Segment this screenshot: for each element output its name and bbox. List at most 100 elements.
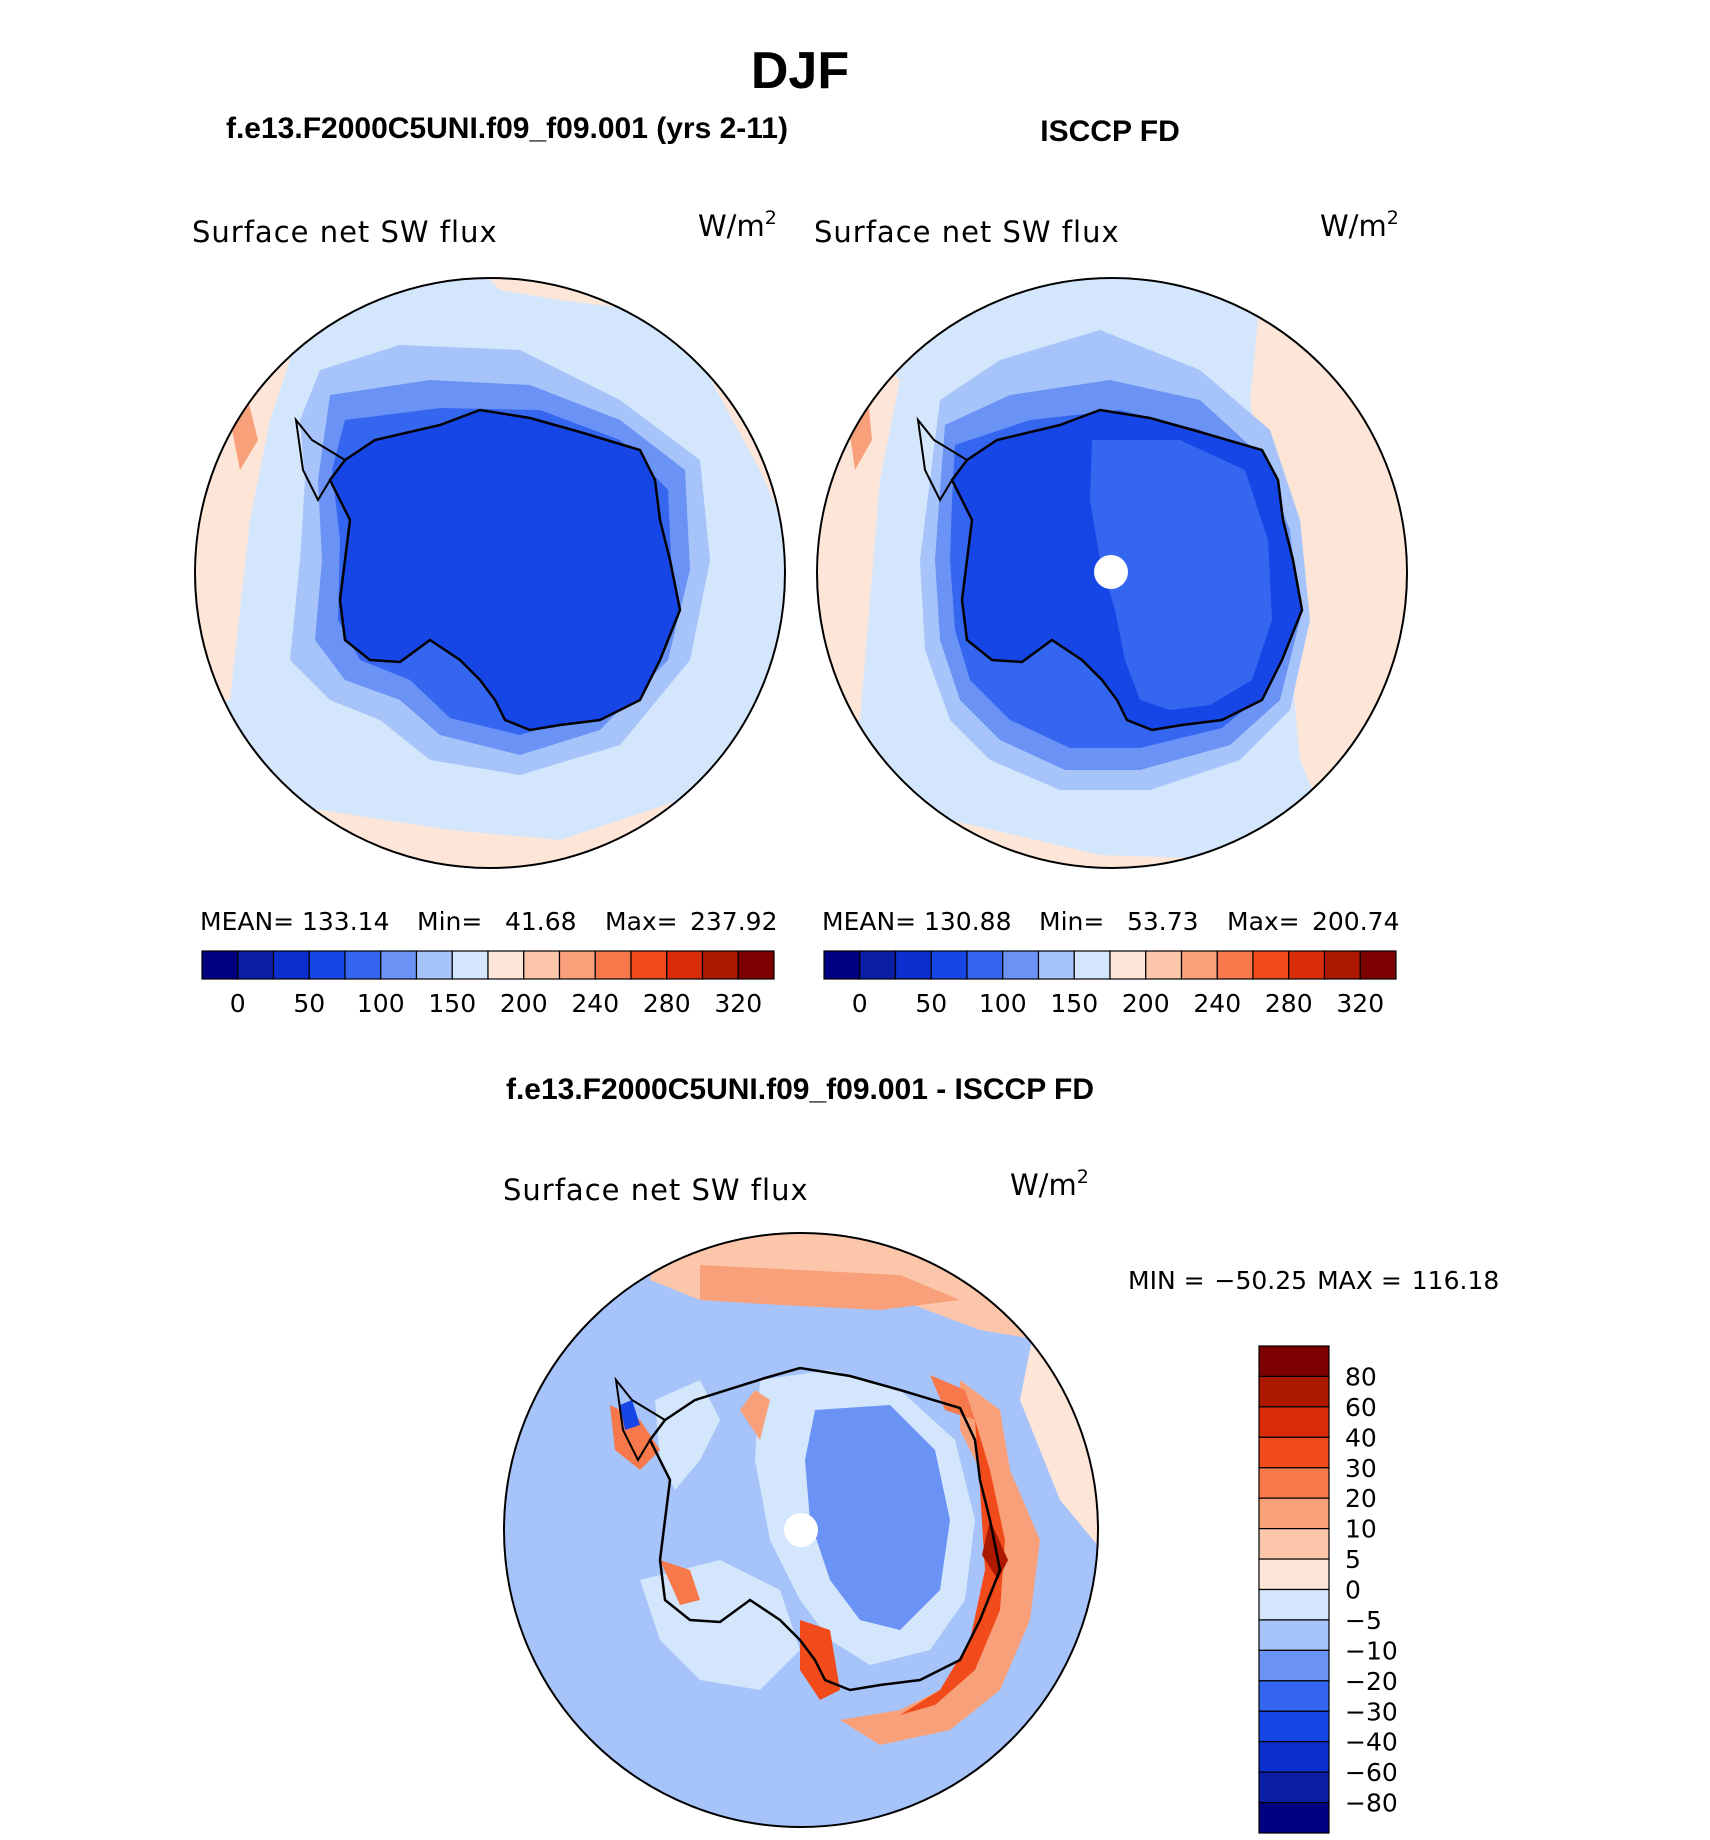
colorbar-swatch xyxy=(1359,950,1397,980)
colorbar-tick-label: 320 xyxy=(714,989,762,1018)
colorbar-tick-label: 150 xyxy=(428,989,476,1018)
coastline xyxy=(916,416,968,503)
colorbar-tick-label: 240 xyxy=(571,989,619,1018)
pole-hole xyxy=(1094,555,1128,589)
stat-mean-label: MEAN= xyxy=(822,907,916,936)
stat-min-label: Min= xyxy=(417,907,482,936)
colorbar-swatch xyxy=(666,950,704,980)
units-label: W/m2 xyxy=(1320,207,1399,243)
colorbar-swatch xyxy=(1258,1710,1330,1743)
colorbar-swatch xyxy=(344,950,382,980)
colorbar-tick-label: 100 xyxy=(979,989,1027,1018)
colorbar-tick-label: −10 xyxy=(1345,1636,1398,1665)
colorbar-tick-label: −5 xyxy=(1345,1606,1382,1635)
panel-observations: ISCCP FD Surface net SW flux W/m2 MEAN= … xyxy=(814,115,1408,1018)
colorbar-tick-label: 40 xyxy=(1345,1423,1377,1452)
page-title: DJF xyxy=(751,42,849,100)
coastline xyxy=(950,408,1304,732)
colorbar-tick-label: −40 xyxy=(1345,1728,1398,1757)
coastline xyxy=(648,1366,1002,1692)
panel-model: f.e13.F2000C5UNI.f09_f09.001 (yrs 2-11) … xyxy=(192,112,788,1018)
colorbar-swatch xyxy=(1002,950,1040,980)
case-title: f.e13.F2000C5UNI.f09_f09.001 (yrs 2-11) xyxy=(226,112,788,145)
colorbar-tick-label: −80 xyxy=(1345,1789,1398,1818)
colorbar-swatch xyxy=(1109,950,1147,980)
colorbar-tick-label: 280 xyxy=(643,989,691,1018)
colorbar-swatch xyxy=(1180,950,1218,980)
map-border xyxy=(503,1232,1099,1828)
colorbar-swatch xyxy=(859,950,897,980)
colorbar-tick-label: −60 xyxy=(1345,1758,1398,1787)
colorbar-swatch xyxy=(894,950,932,980)
colorbar-swatch xyxy=(1258,1588,1330,1621)
contour-band xyxy=(620,1400,640,1430)
panel-difference: f.e13.F2000C5UNI.f09_f09.001 - ISCCP FD … xyxy=(503,1073,1499,1834)
colorbar-swatch xyxy=(237,950,275,980)
interior-band xyxy=(1090,440,1272,710)
colorbar-swatch xyxy=(415,950,453,980)
colorbar-tick-label: 200 xyxy=(500,989,548,1018)
colorbar-swatch xyxy=(523,950,561,980)
stat-max-value: 237.92 xyxy=(690,907,777,936)
units-label: W/m2 xyxy=(698,207,777,243)
stat-min-value: 53.73 xyxy=(1127,907,1199,936)
colorbar-swatch xyxy=(1258,1375,1330,1408)
colorbar-tick-label: 50 xyxy=(915,989,947,1018)
contour-band xyxy=(660,1560,700,1605)
colorbar-swatch xyxy=(1258,1771,1330,1804)
map-border xyxy=(194,277,786,869)
colorbar-swatch xyxy=(1258,1741,1330,1773)
colorbar-tick-label: 240 xyxy=(1193,989,1241,1018)
colorbar-swatch xyxy=(1258,1436,1330,1469)
colorbar-swatch xyxy=(1258,1801,1330,1834)
colorbar-tick-label: 50 xyxy=(293,989,325,1018)
stat-max-value: 200.74 xyxy=(1312,907,1399,936)
colorbar-swatch xyxy=(1037,950,1075,980)
colorbar-swatch xyxy=(487,950,525,980)
colorbar-labels: 0 50 100 150 200 240 280 320 xyxy=(230,989,762,1018)
colorbar-tick-label: 30 xyxy=(1345,1454,1377,1483)
stat-mean-value: 133.14 xyxy=(302,907,389,936)
contour-band xyxy=(1020,1300,1098,1560)
variable-label: Surface net SW flux xyxy=(503,1173,809,1207)
landmass-fill xyxy=(330,410,680,730)
colorbar-swatch xyxy=(1252,950,1290,980)
colorbar-swatch xyxy=(1216,950,1254,980)
stat-max-label: Max= xyxy=(605,907,678,936)
colorbar-tick-label: 320 xyxy=(1336,989,1384,1018)
units-label: W/m2 xyxy=(1010,1166,1089,1202)
colorbar-swatch xyxy=(1323,950,1361,980)
contour-band xyxy=(805,1405,950,1630)
colorbar-tick-label: 0 xyxy=(230,989,246,1018)
colorbar-swatch xyxy=(1145,950,1183,980)
colorbar-swatch xyxy=(630,950,668,980)
colorbar-tick-label: 20 xyxy=(1345,1484,1377,1513)
colorbar-swatch xyxy=(1258,1528,1330,1560)
stats-line: MEAN= 133.14 Min= 41.68 Max= 237.92 xyxy=(200,907,777,936)
colorbar xyxy=(823,950,1397,980)
colorbar-swatch xyxy=(823,950,861,980)
contour-band xyxy=(700,1265,960,1310)
colorbar-tick-label: 200 xyxy=(1122,989,1170,1018)
colorbar xyxy=(201,950,775,980)
colorbar-swatch xyxy=(1258,1649,1330,1682)
contour-band xyxy=(655,1380,720,1490)
colorbar-swatch xyxy=(451,950,489,980)
contour-band xyxy=(930,1375,975,1420)
pole-hole xyxy=(784,1513,818,1547)
variable-label: Surface net SW flux xyxy=(192,215,498,249)
colorbar-swatch xyxy=(1258,1345,1330,1378)
case-title: ISCCP FD xyxy=(1040,115,1179,148)
stat-mean-value: 130.88 xyxy=(924,907,1011,936)
variable-label: Surface net SW flux xyxy=(814,215,1120,249)
colorbar-tick-label: 10 xyxy=(1345,1515,1377,1544)
colorbar-swatch xyxy=(1258,1619,1330,1651)
colorbar-swatch xyxy=(272,950,310,980)
contour-band xyxy=(900,1420,1005,1715)
stat-min-value: 41.68 xyxy=(505,907,577,936)
colorbar-tick-label: 80 xyxy=(1345,1362,1377,1391)
colorbar-tick-label: 5 xyxy=(1345,1545,1361,1574)
colorbar-swatch xyxy=(558,950,596,980)
polar-map xyxy=(195,278,785,868)
